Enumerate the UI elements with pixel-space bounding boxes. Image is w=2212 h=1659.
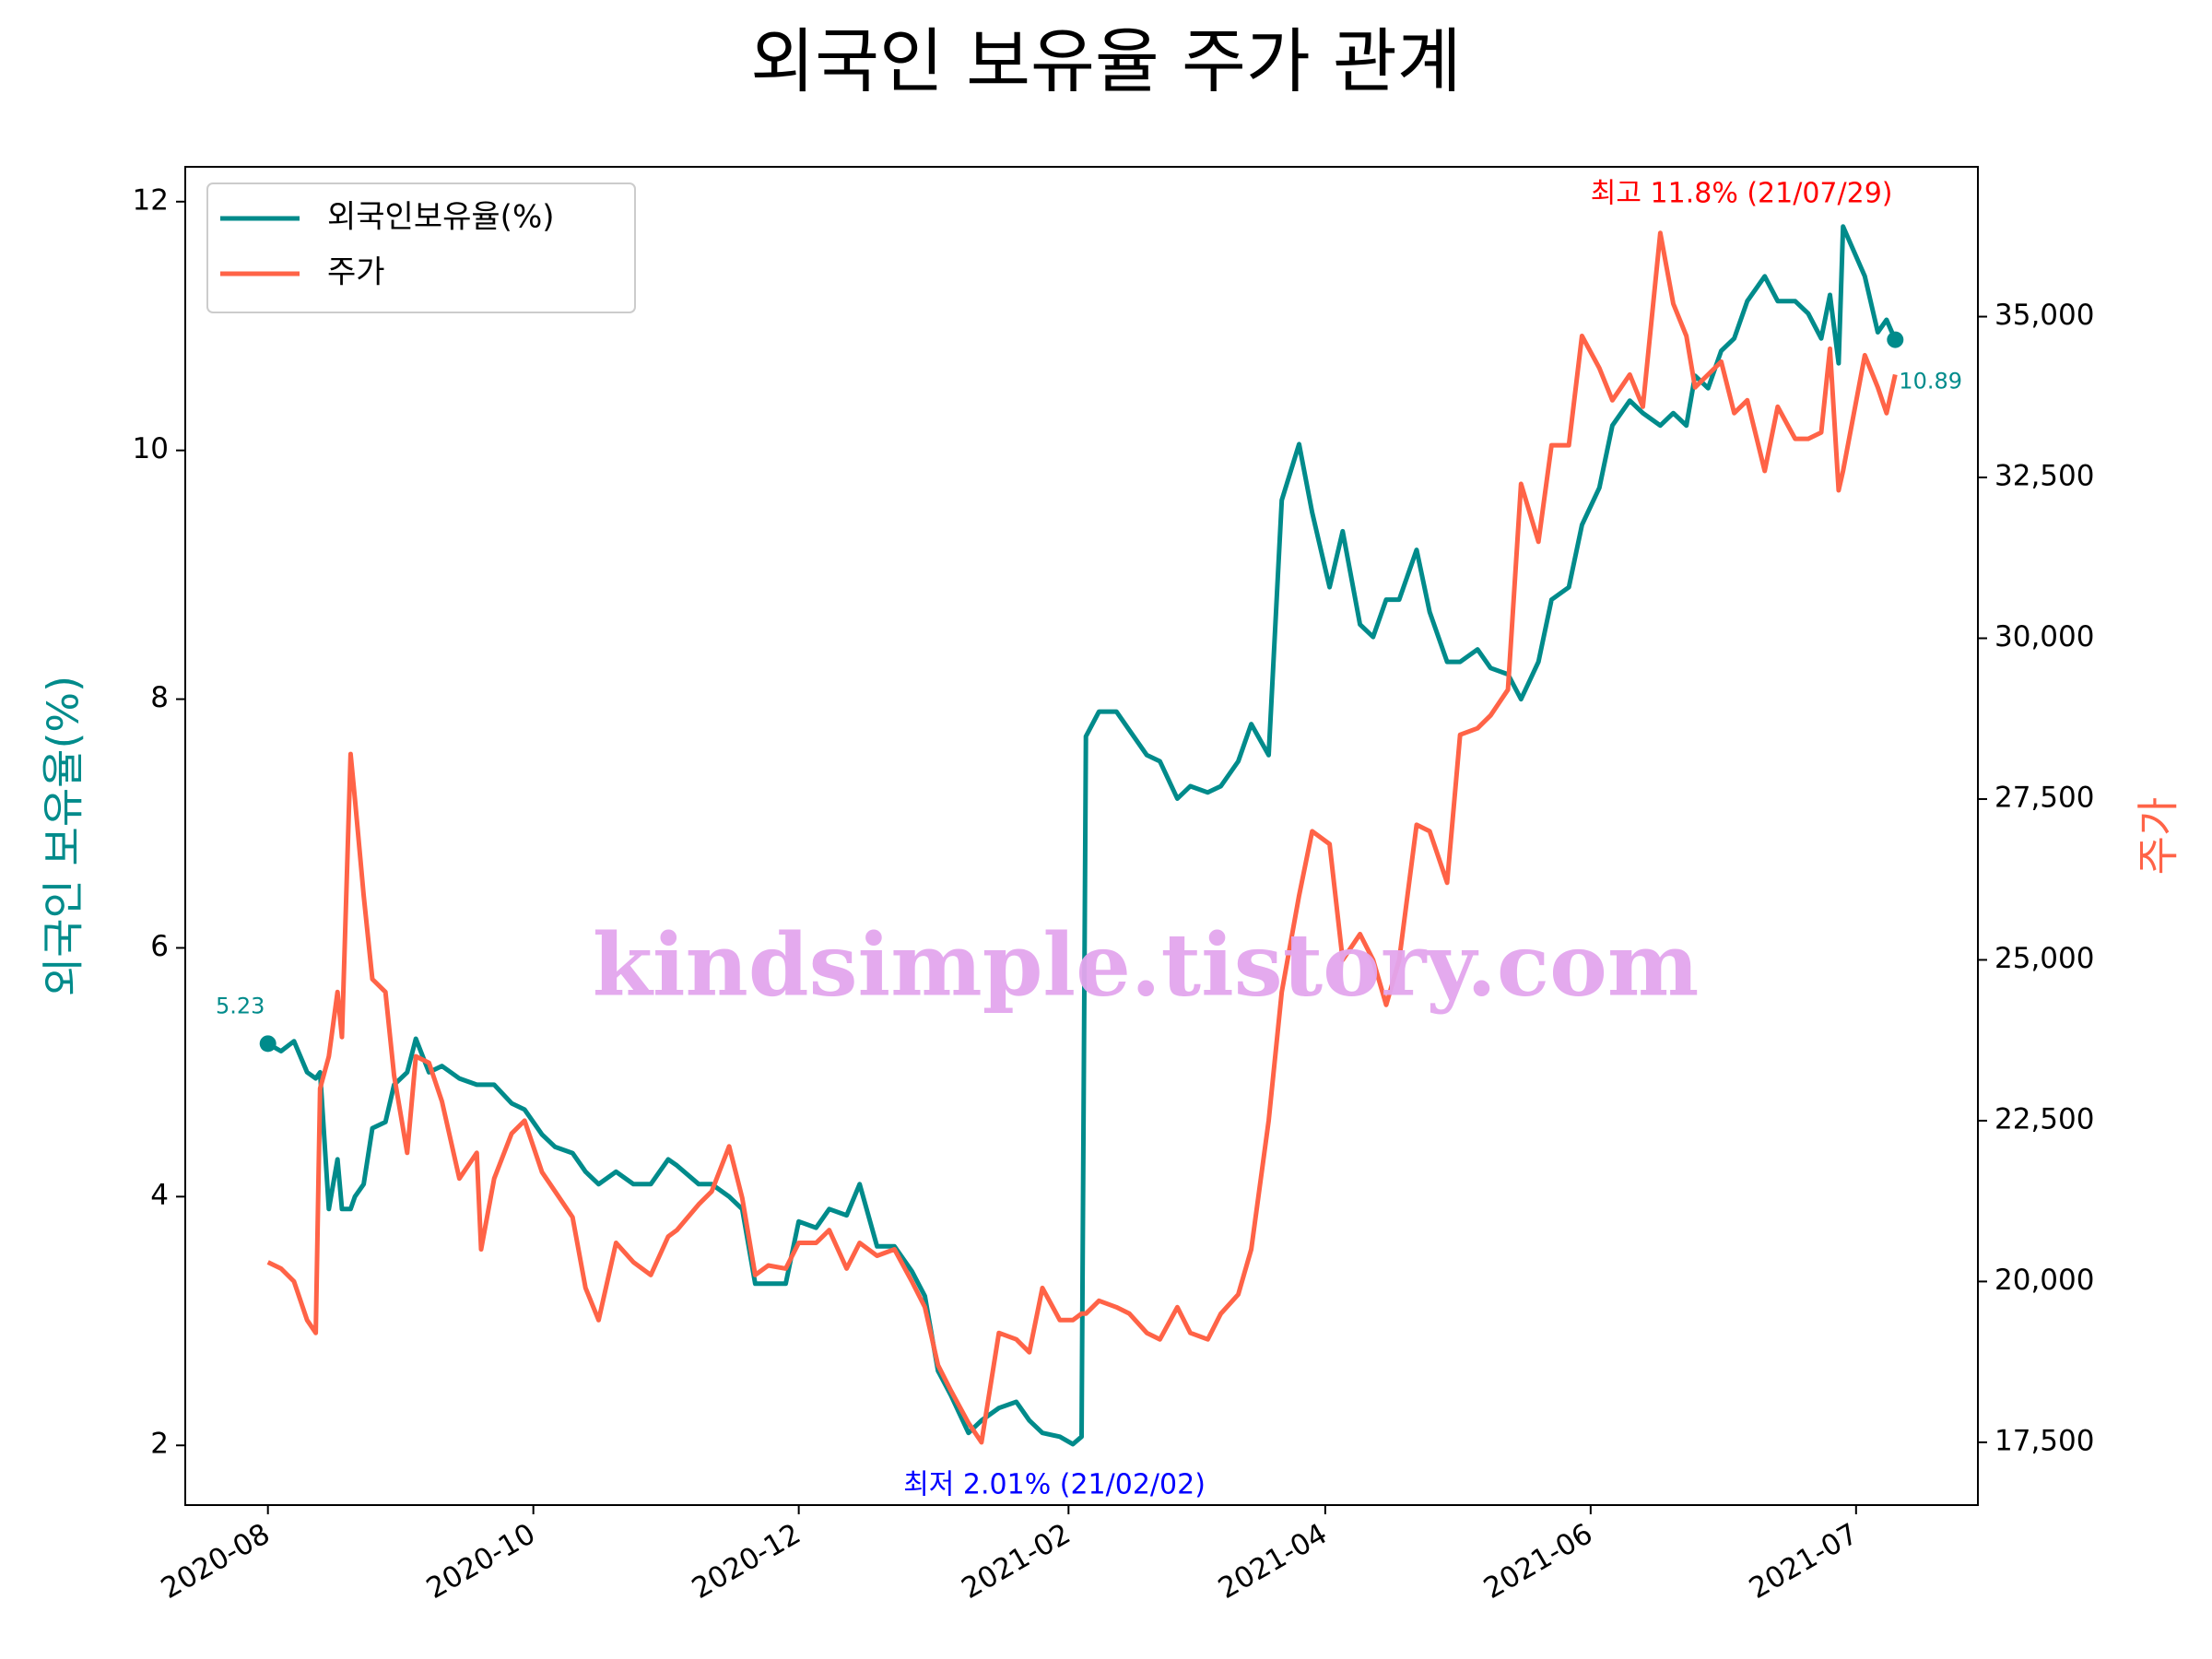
y2-axis-label: 주가 (2134, 797, 2183, 876)
y2-tick-label: 32,500 (1994, 460, 2094, 493)
y2-tick-label: 20,000 (1994, 1264, 2094, 1297)
start-label: 5.23 (216, 993, 265, 1018)
legend-label: 주가 (327, 254, 385, 291)
plot-frame (184, 166, 1979, 1506)
y2-tick-label: 25,000 (1994, 942, 2094, 975)
point-marker (259, 1035, 276, 1053)
chart-title: 외국인 보유율 주가 관계 (750, 20, 1462, 102)
min-annotation: 최저 2.01% (21/02/02) (903, 1468, 1206, 1500)
end-label: 10.89 (1899, 369, 1962, 394)
y-tick-label: 12 (133, 183, 169, 217)
y-axis-label: 외국인 보유율(%) (39, 676, 88, 996)
legend-box (206, 182, 636, 313)
point-marker (1887, 331, 1904, 348)
y-tick-label: 10 (133, 432, 169, 465)
y2-tick-label: 35,000 (1994, 299, 2094, 332)
max-annotation: 최고 11.8% (21/07/29) (1591, 177, 1893, 209)
y2-tick-label: 27,500 (1994, 781, 2094, 814)
y-tick-label: 8 (150, 681, 169, 714)
y2-tick-label: 17,500 (1994, 1424, 2094, 1457)
y2-tick-label: 30,000 (1994, 620, 2094, 653)
legend-label: 외국인보유율(%) (327, 199, 555, 236)
y-tick-label: 4 (150, 1179, 169, 1212)
y-tick-label: 6 (150, 930, 169, 963)
watermark: kindsimple.tistory.com (593, 914, 1700, 1016)
series-line (266, 230, 1898, 1445)
y-tick-label: 2 (150, 1428, 169, 1461)
series-line (266, 224, 1898, 1447)
y2-tick-label: 22,500 (1994, 1102, 2094, 1135)
